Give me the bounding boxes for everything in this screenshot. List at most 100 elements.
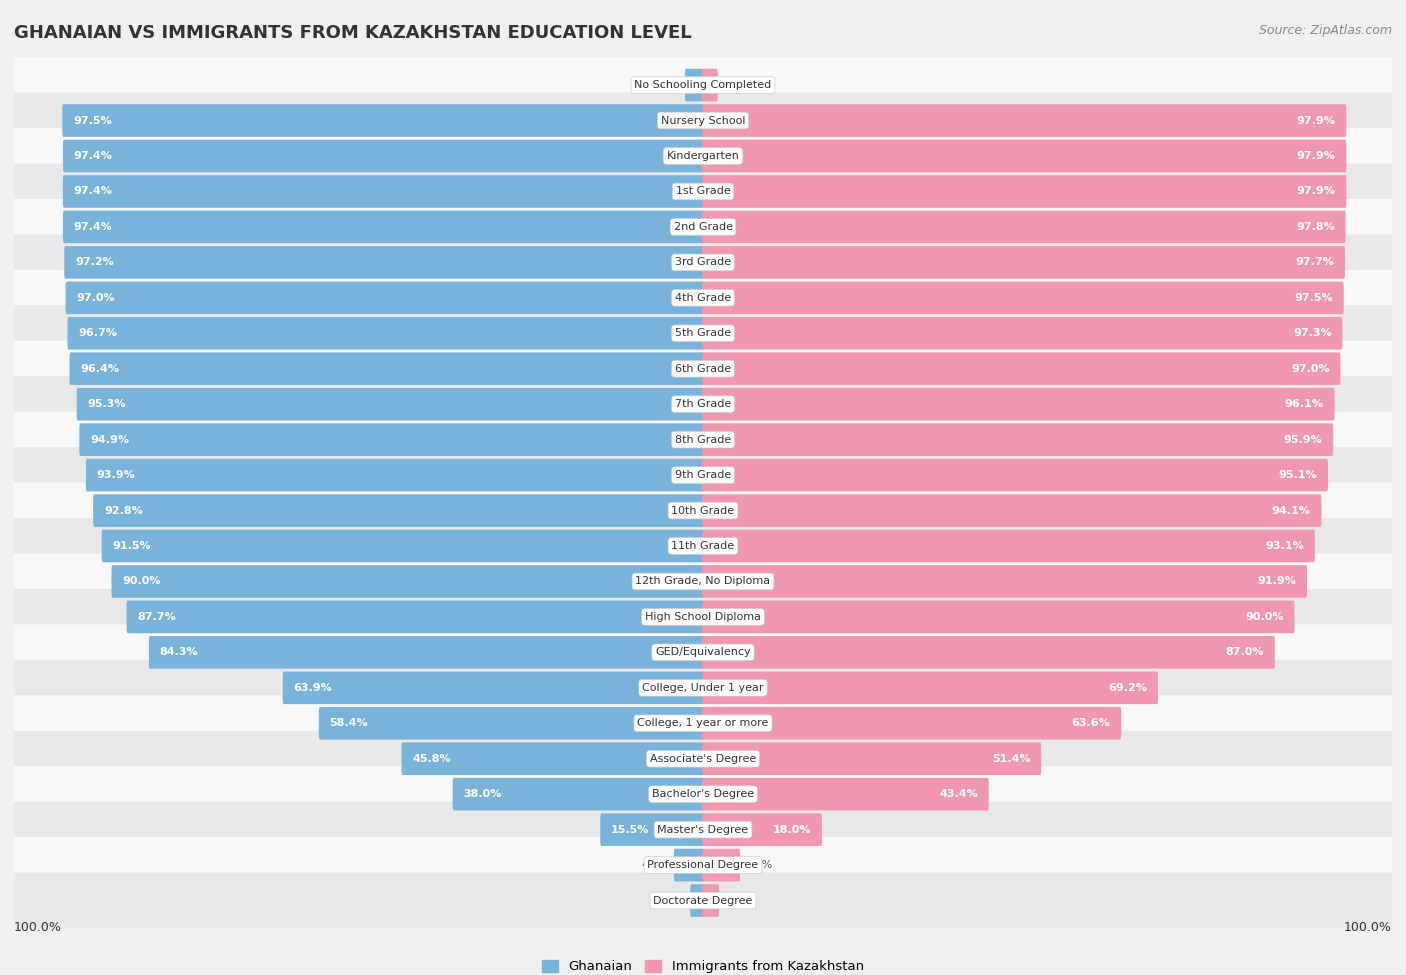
FancyBboxPatch shape [3,270,1403,326]
FancyBboxPatch shape [3,554,1403,609]
Text: 51.4%: 51.4% [991,754,1031,763]
Text: 97.3%: 97.3% [1294,329,1331,338]
FancyBboxPatch shape [702,176,1347,208]
FancyBboxPatch shape [69,352,704,385]
FancyBboxPatch shape [319,707,704,740]
FancyBboxPatch shape [3,483,1403,538]
FancyBboxPatch shape [67,317,704,350]
Text: 84.3%: 84.3% [160,647,198,657]
FancyBboxPatch shape [702,352,1340,385]
Text: 97.0%: 97.0% [1291,364,1330,373]
FancyBboxPatch shape [702,139,1347,173]
FancyBboxPatch shape [702,388,1334,420]
Text: 95.1%: 95.1% [1278,470,1317,480]
Text: 97.2%: 97.2% [75,257,114,267]
FancyBboxPatch shape [65,246,704,279]
Text: Associate's Degree: Associate's Degree [650,754,756,763]
Text: 87.7%: 87.7% [138,612,176,622]
Text: 69.2%: 69.2% [1108,682,1147,693]
Text: 92.8%: 92.8% [104,506,142,516]
FancyBboxPatch shape [3,766,1403,822]
FancyBboxPatch shape [702,884,718,916]
FancyBboxPatch shape [702,494,1322,526]
FancyBboxPatch shape [79,423,704,456]
Text: 6th Grade: 6th Grade [675,364,731,373]
FancyBboxPatch shape [702,778,988,810]
Text: 93.9%: 93.9% [97,470,135,480]
FancyBboxPatch shape [3,411,1403,468]
FancyBboxPatch shape [3,801,1403,858]
Text: 10th Grade: 10th Grade [672,506,734,516]
FancyBboxPatch shape [3,518,1403,574]
FancyBboxPatch shape [702,742,1042,775]
Text: 87.0%: 87.0% [1226,647,1264,657]
FancyBboxPatch shape [3,838,1403,893]
Text: 5.5%: 5.5% [744,860,772,870]
Text: 11th Grade: 11th Grade [672,541,734,551]
FancyBboxPatch shape [600,813,704,846]
FancyBboxPatch shape [702,707,1122,740]
Text: Master's Degree: Master's Degree [658,825,748,835]
Text: 100.0%: 100.0% [1344,920,1392,934]
Text: 97.8%: 97.8% [1296,222,1334,232]
Text: 91.9%: 91.9% [1257,576,1296,586]
FancyBboxPatch shape [149,636,704,669]
Text: 100.0%: 100.0% [14,920,62,934]
Text: 9th Grade: 9th Grade [675,470,731,480]
FancyBboxPatch shape [702,459,1329,491]
Text: College, Under 1 year: College, Under 1 year [643,682,763,693]
FancyBboxPatch shape [3,448,1403,503]
Text: 97.9%: 97.9% [1296,186,1336,196]
FancyBboxPatch shape [702,813,823,846]
FancyBboxPatch shape [3,128,1403,184]
FancyBboxPatch shape [702,423,1333,456]
Text: 4th Grade: 4th Grade [675,292,731,303]
Text: Kindergarten: Kindergarten [666,151,740,161]
FancyBboxPatch shape [702,849,740,881]
FancyBboxPatch shape [3,624,1403,681]
Text: 97.7%: 97.7% [1295,257,1334,267]
Text: 15.5%: 15.5% [612,825,650,835]
Text: 38.0%: 38.0% [464,789,502,800]
Text: Professional Degree: Professional Degree [647,860,759,870]
FancyBboxPatch shape [702,529,1315,563]
Text: 12th Grade, No Diploma: 12th Grade, No Diploma [636,576,770,586]
Text: GED/Equivalency: GED/Equivalency [655,647,751,657]
Text: 93.1%: 93.1% [1265,541,1303,551]
FancyBboxPatch shape [453,778,704,810]
FancyBboxPatch shape [702,317,1343,350]
FancyBboxPatch shape [93,494,704,526]
FancyBboxPatch shape [3,58,1403,113]
Text: 2.1%: 2.1% [723,80,751,90]
FancyBboxPatch shape [702,69,718,101]
Text: High School Diploma: High School Diploma [645,612,761,622]
Text: GHANAIAN VS IMMIGRANTS FROM KAZAKHSTAN EDUCATION LEVEL: GHANAIAN VS IMMIGRANTS FROM KAZAKHSTAN E… [14,24,692,42]
Text: 63.9%: 63.9% [294,682,332,693]
Text: 97.4%: 97.4% [73,151,112,161]
FancyBboxPatch shape [77,388,704,420]
FancyBboxPatch shape [283,672,704,704]
FancyBboxPatch shape [702,211,1346,243]
FancyBboxPatch shape [3,589,1403,644]
FancyBboxPatch shape [3,234,1403,291]
FancyBboxPatch shape [3,873,1403,928]
Text: 97.4%: 97.4% [73,222,112,232]
Text: 8th Grade: 8th Grade [675,435,731,445]
FancyBboxPatch shape [3,93,1403,148]
Text: 2.3%: 2.3% [723,896,752,906]
Text: 45.8%: 45.8% [412,754,451,763]
Text: 97.9%: 97.9% [1296,151,1336,161]
Text: 2.6%: 2.6% [652,80,681,90]
FancyBboxPatch shape [66,282,704,314]
Text: 4.3%: 4.3% [641,860,669,870]
Text: 91.5%: 91.5% [112,541,150,551]
Text: 90.0%: 90.0% [1246,612,1284,622]
FancyBboxPatch shape [702,672,1159,704]
FancyBboxPatch shape [3,695,1403,752]
FancyBboxPatch shape [3,305,1403,362]
FancyBboxPatch shape [673,849,704,881]
FancyBboxPatch shape [3,730,1403,787]
FancyBboxPatch shape [63,139,704,173]
Text: College, 1 year or more: College, 1 year or more [637,719,769,728]
Text: 94.1%: 94.1% [1271,506,1310,516]
